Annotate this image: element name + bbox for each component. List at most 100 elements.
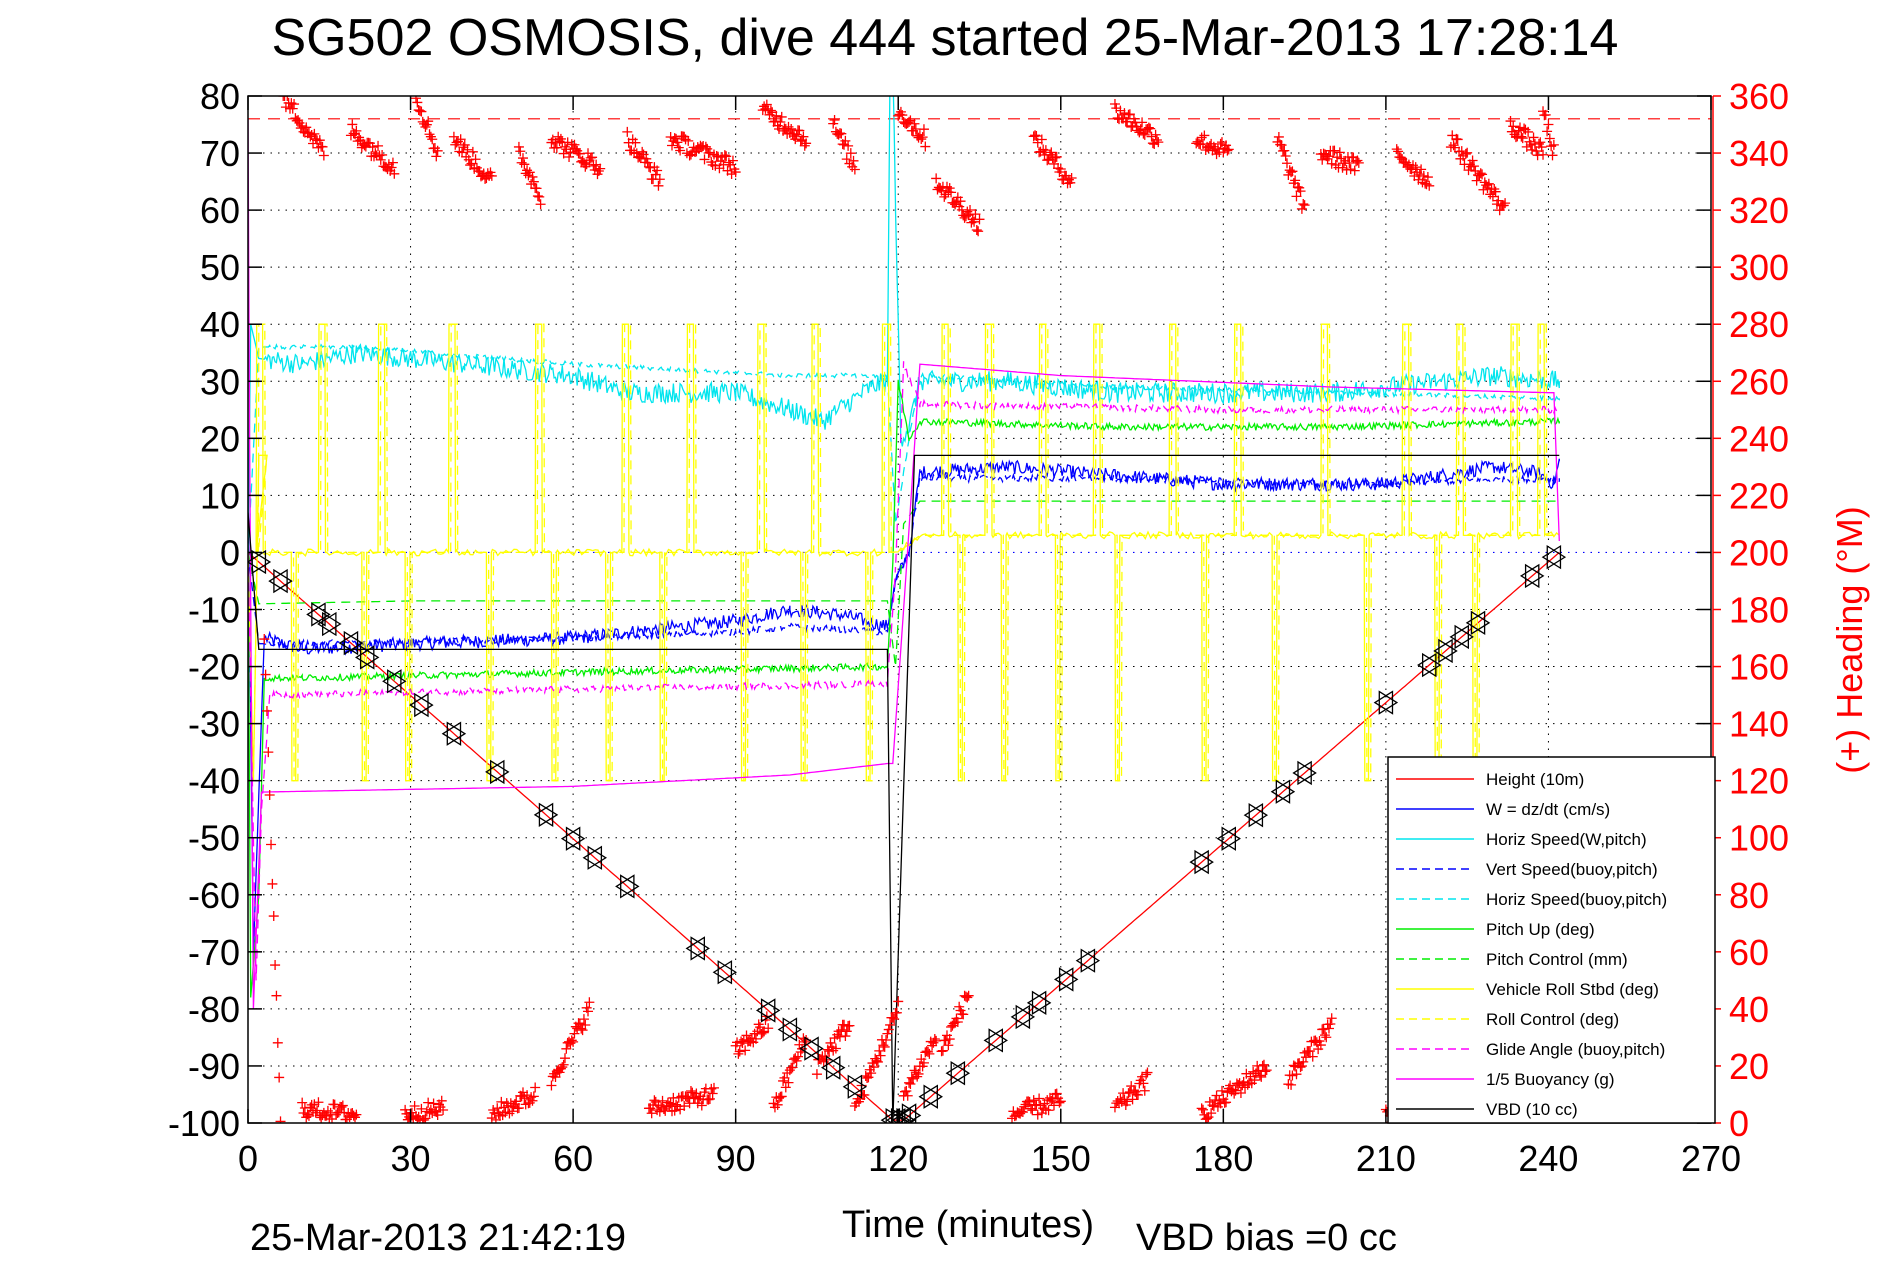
heading-point bbox=[1399, 157, 1410, 168]
heading-point bbox=[650, 169, 661, 180]
heading-point bbox=[1257, 1060, 1268, 1071]
heading-point bbox=[312, 1105, 323, 1116]
heading-point bbox=[429, 143, 440, 154]
heading-point bbox=[1122, 1096, 1133, 1107]
heading-point bbox=[584, 997, 595, 1008]
heading-point bbox=[845, 148, 856, 159]
heading-point bbox=[1043, 1105, 1054, 1116]
heading-point bbox=[1030, 130, 1041, 141]
heading-point bbox=[1115, 105, 1126, 116]
heading-point bbox=[400, 1104, 411, 1115]
heading-point bbox=[836, 128, 847, 139]
heading-point bbox=[965, 205, 976, 216]
heading-point bbox=[904, 116, 915, 127]
glide-marker-left bbox=[896, 1103, 917, 1123]
glide-marker-left bbox=[1433, 638, 1453, 664]
glide-marker-right bbox=[717, 960, 738, 985]
glide-marker-left bbox=[1519, 563, 1540, 589]
heading-point bbox=[622, 126, 633, 137]
glide-marker-left bbox=[354, 645, 375, 670]
heading-point bbox=[783, 1077, 794, 1088]
heading-point bbox=[1546, 141, 1557, 152]
heading-point bbox=[583, 1006, 594, 1017]
heading-point bbox=[1282, 158, 1292, 169]
heading-point bbox=[1462, 147, 1473, 158]
heading-point bbox=[1049, 1100, 1059, 1111]
heading-point bbox=[902, 1090, 913, 1101]
heading-point bbox=[314, 135, 325, 146]
footer-timestamp: 25-Mar-2013 21:42:19 bbox=[250, 1217, 626, 1259]
heading-point bbox=[1548, 139, 1559, 150]
glide-marker-right bbox=[414, 692, 434, 718]
heading-point bbox=[591, 159, 602, 170]
heading-point bbox=[710, 160, 721, 171]
heading-point bbox=[893, 996, 904, 1007]
heading-point bbox=[347, 119, 358, 130]
heading-point bbox=[1323, 1023, 1334, 1034]
heading-point bbox=[574, 1019, 585, 1030]
heading-point bbox=[646, 1108, 657, 1119]
heading-point bbox=[1353, 157, 1364, 168]
heading-point bbox=[1536, 142, 1547, 153]
heading-point bbox=[272, 1037, 283, 1048]
y-tick-label: 0 bbox=[220, 532, 240, 573]
heading-point bbox=[727, 155, 738, 166]
legend-label: Pitch Up (deg) bbox=[1486, 920, 1595, 939]
heading-point bbox=[351, 1109, 362, 1120]
y-tick-label: 30 bbox=[200, 361, 240, 402]
glide-marker-left bbox=[1010, 1004, 1031, 1030]
glide-marker-left bbox=[880, 1107, 901, 1123]
heading-point bbox=[438, 1104, 449, 1115]
heading-point bbox=[1416, 164, 1427, 175]
heading-point bbox=[519, 159, 530, 170]
heading-point bbox=[1146, 131, 1157, 142]
heading-point bbox=[413, 105, 424, 116]
heading-point bbox=[1230, 1085, 1241, 1096]
heading-point bbox=[578, 1014, 589, 1025]
heading-point bbox=[535, 199, 546, 210]
heading-point bbox=[528, 1091, 539, 1102]
heading-point bbox=[1215, 138, 1226, 149]
heading-point bbox=[1498, 200, 1509, 211]
heading-point bbox=[1523, 126, 1534, 137]
heading-point bbox=[412, 97, 423, 108]
heading-point bbox=[546, 1080, 557, 1091]
heading-point bbox=[1525, 139, 1536, 150]
heading-point bbox=[1206, 1108, 1217, 1119]
heading-point bbox=[863, 1072, 874, 1083]
y-tick-label: -10 bbox=[188, 590, 240, 631]
heading-point bbox=[672, 137, 683, 148]
heading-point bbox=[699, 154, 710, 165]
heading-point bbox=[416, 1103, 427, 1114]
heading-point bbox=[834, 1031, 845, 1042]
heading-point bbox=[1508, 121, 1519, 132]
heading-point bbox=[532, 191, 543, 202]
heading-point bbox=[266, 839, 277, 850]
glide-marker-right bbox=[1297, 760, 1317, 786]
series-vbd-10-cc bbox=[248, 454, 1560, 1123]
y-tick-label: -80 bbox=[188, 989, 240, 1030]
heading-point bbox=[301, 122, 312, 133]
heading-point bbox=[1065, 177, 1076, 188]
heading-point bbox=[1321, 1032, 1332, 1043]
heading-point bbox=[580, 1020, 591, 1031]
heading-point bbox=[457, 147, 468, 158]
right-tick-label: 180 bbox=[1729, 590, 1789, 631]
heading-point bbox=[882, 1028, 893, 1039]
legend-label: Horiz Speed(W,pitch) bbox=[1486, 830, 1647, 849]
heading-point bbox=[387, 157, 398, 168]
y-tick-label: -60 bbox=[188, 875, 240, 916]
heading-point bbox=[1515, 122, 1525, 133]
series-horiz-speed-buoy-pitch bbox=[248, 343, 1560, 553]
heading-point bbox=[871, 1055, 882, 1066]
heading-point bbox=[1295, 1062, 1306, 1073]
heading-point bbox=[1326, 1013, 1337, 1024]
heading-point bbox=[830, 1043, 841, 1054]
heading-point bbox=[1051, 1088, 1062, 1099]
heading-point bbox=[924, 1048, 935, 1059]
y-tick-label: 70 bbox=[200, 133, 240, 174]
glide-marker-left bbox=[441, 721, 462, 746]
heading-point bbox=[969, 216, 980, 227]
heading-point bbox=[1202, 1113, 1213, 1123]
y-tick-label: 60 bbox=[200, 190, 240, 231]
